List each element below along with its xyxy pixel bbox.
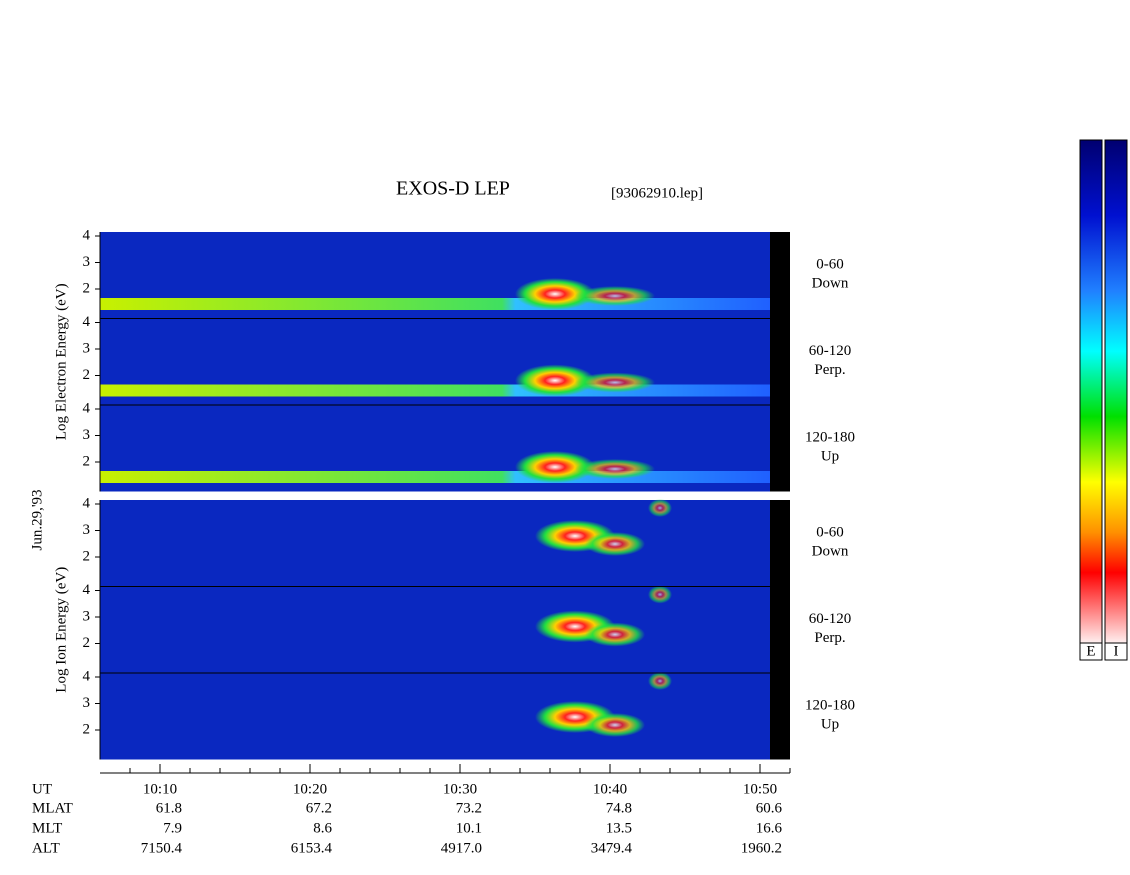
mask <box>770 232 790 319</box>
colorbar-label-box <box>1079 642 1103 661</box>
file-name: [93062910.lep] <box>611 185 703 201</box>
x-tick-label: 10:10 <box>143 781 177 797</box>
row-label: MLAT <box>32 800 73 816</box>
y-tick-label: 3 <box>83 254 91 270</box>
spectrum-feature <box>648 499 672 517</box>
y-tick-label: 2 <box>83 721 91 737</box>
spectrum-feature <box>575 372 655 393</box>
row-value: 1960.2 <box>741 840 782 856</box>
spectrum-feature <box>515 278 595 310</box>
panel-direction: Perp. <box>814 362 845 378</box>
mask <box>770 673 790 760</box>
panel-direction: Down <box>812 543 849 559</box>
y-tick-label: 3 <box>83 522 91 538</box>
spectrum-feature <box>585 622 645 647</box>
y-tick-label: 2 <box>83 635 91 651</box>
y-tick-label: 2 <box>83 453 91 469</box>
y-axis-label: Log Electron Energy (eV) <box>53 283 69 440</box>
spectrum-feature <box>515 364 595 397</box>
row-value: 73.2 <box>456 800 482 816</box>
y-tick-label: 4 <box>83 582 91 598</box>
spectrum-band <box>100 298 770 310</box>
y-tick-label: 4 <box>83 227 91 243</box>
row-value: 60.6 <box>756 800 783 816</box>
panel-angle: 60-120 <box>809 343 852 359</box>
spectrum-feature <box>585 532 645 556</box>
title: EXOS-D LEP <box>396 178 510 200</box>
y-tick-label: 2 <box>83 280 91 296</box>
row-value: 3479.4 <box>591 840 633 856</box>
row-value: 74.8 <box>606 800 632 816</box>
colorbar <box>1104 139 1128 644</box>
spectrum-feature <box>648 672 672 690</box>
row-value: 6153.4 <box>291 840 333 856</box>
panel-angle: 60-120 <box>809 611 852 627</box>
y-tick-label: 4 <box>83 668 91 684</box>
row-label: ALT <box>32 840 60 856</box>
mask <box>770 586 790 673</box>
row-label: MLT <box>32 820 62 836</box>
spectrum-feature <box>575 286 655 306</box>
panel-angle: 0-60 <box>816 256 844 272</box>
y-tick-label: 2 <box>83 367 91 383</box>
mask <box>770 318 790 405</box>
spectrum-band <box>100 471 770 483</box>
mask <box>770 500 790 587</box>
y-tick-label: 4 <box>83 314 91 330</box>
date-label: Jun.29,'93 <box>29 489 45 550</box>
panel-direction: Perp. <box>814 630 845 646</box>
row-value: 16.6 <box>756 820 783 836</box>
panel-direction: Up <box>821 448 839 464</box>
y-tick-label: 2 <box>83 548 91 564</box>
mask <box>770 405 790 492</box>
colorbar-label: E <box>1086 643 1095 659</box>
y-tick-label: 4 <box>83 400 91 416</box>
colorbar-label: I <box>1114 643 1119 659</box>
row-label: UT <box>32 781 52 797</box>
x-tick-label: 10:30 <box>443 781 477 797</box>
panel-direction: Down <box>812 275 849 291</box>
row-value: 10.1 <box>456 820 482 836</box>
spectrum-feature <box>515 451 595 483</box>
panel-angle: 120-180 <box>805 429 855 445</box>
colorbar <box>1079 139 1103 644</box>
x-tick-label: 10:50 <box>743 781 777 797</box>
panel-angle: 120-180 <box>805 697 855 713</box>
x-tick-label: 10:40 <box>593 781 627 797</box>
panel-direction: Up <box>821 716 839 732</box>
spectrum-feature <box>575 459 655 479</box>
x-tick-label: 10:20 <box>293 781 327 797</box>
spectrum-feature <box>648 585 672 604</box>
row-value: 61.8 <box>156 800 182 816</box>
row-value: 8.6 <box>313 820 332 836</box>
spectrum-band <box>100 384 770 397</box>
row-value: 7.9 <box>163 820 182 836</box>
row-value: 67.2 <box>306 800 332 816</box>
y-tick-label: 3 <box>83 427 91 443</box>
y-tick-label: 3 <box>83 695 91 711</box>
row-value: 4917.0 <box>441 840 482 856</box>
row-value: 13.5 <box>606 820 632 836</box>
row-value: 7150.4 <box>141 840 183 856</box>
y-tick-label: 3 <box>83 608 91 624</box>
colorbar-label-box <box>1104 642 1128 661</box>
panel-angle: 0-60 <box>816 524 844 540</box>
y-tick-label: 3 <box>83 340 91 356</box>
y-tick-label: 4 <box>83 495 91 511</box>
spectrum-feature <box>585 713 645 737</box>
y-axis-label: Log Ion Energy (eV) <box>53 567 69 693</box>
